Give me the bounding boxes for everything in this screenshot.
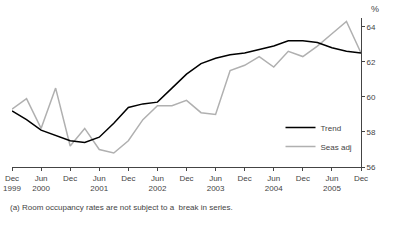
svg-text:58: 58: [367, 128, 376, 137]
svg-text:(a) Room occupancy rates are n: (a) Room occupancy rates are not subject…: [10, 203, 233, 212]
svg-text:Trend: Trend: [321, 124, 342, 133]
svg-text:%: %: [371, 4, 379, 14]
svg-text:62: 62: [367, 58, 376, 67]
svg-text:60: 60: [367, 93, 376, 102]
svg-text:Dec: Dec: [179, 174, 193, 183]
svg-text:Jun2004: Jun2004: [265, 174, 283, 193]
svg-text:Dec: Dec: [354, 174, 368, 183]
svg-text:Dec: Dec: [296, 174, 310, 183]
svg-text:Dec: Dec: [63, 174, 77, 183]
svg-text:56: 56: [367, 163, 376, 172]
svg-text:Jun2005: Jun2005: [323, 174, 341, 193]
svg-text:Dec: Dec: [121, 174, 135, 183]
svg-text:Dec: Dec: [238, 174, 252, 183]
svg-text:Jun2002: Jun2002: [149, 174, 167, 193]
svg-text:Jun2000: Jun2000: [32, 174, 50, 193]
svg-text:Seas adj: Seas adj: [321, 143, 352, 152]
svg-text:Jun2003: Jun2003: [207, 174, 225, 193]
svg-text:64: 64: [367, 23, 376, 32]
svg-text:Dec1999: Dec1999: [3, 174, 21, 193]
svg-text:Jun2001: Jun2001: [90, 174, 108, 193]
